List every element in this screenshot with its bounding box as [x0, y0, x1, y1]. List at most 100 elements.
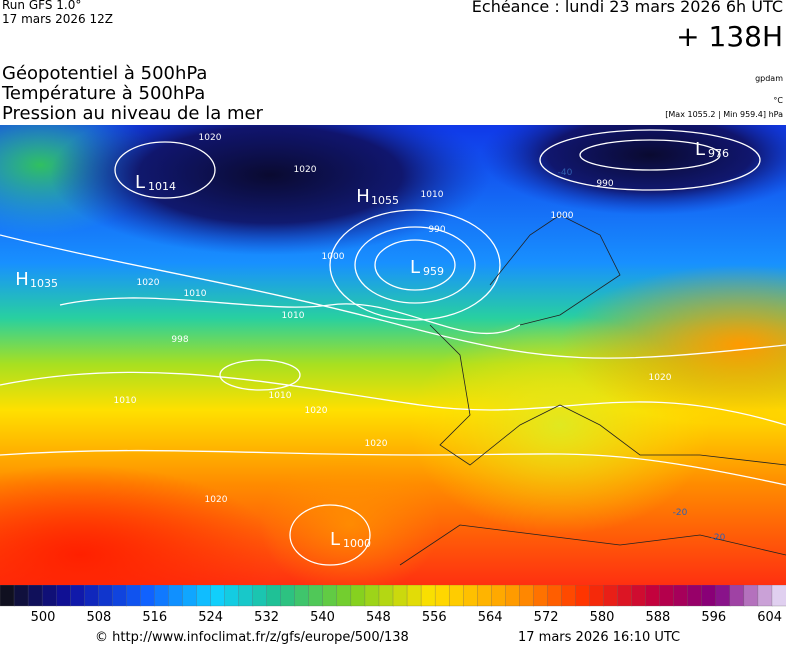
center-letter: L [410, 257, 420, 278]
colorbar-label: 516 [142, 610, 168, 625]
contour-label: 1010 [114, 396, 137, 406]
unit: [Max 1055.2 | Min 959.4] hPa [665, 110, 783, 119]
colorbar-swatch [13, 585, 29, 607]
colorbar-swatch [168, 585, 184, 607]
coastlines [399, 214, 786, 566]
run-date: 17 mars 2026 12Z [2, 12, 113, 26]
center-value: 1055 [371, 194, 399, 207]
run: Run GFS 1.0° [2, 0, 82, 12]
colorbar-swatch [631, 585, 647, 607]
colorbar-swatch [252, 585, 268, 607]
colorbar-swatch [491, 585, 506, 607]
colorbar-swatch [41, 585, 57, 607]
colorbar-swatch [448, 585, 464, 607]
contour-label: 1000 [322, 252, 345, 262]
colorbar-swatch [757, 585, 773, 607]
colorbar-swatch [224, 585, 240, 607]
colorbar-swatch [140, 585, 156, 607]
contour-label: 1020 [137, 278, 160, 288]
center-value: 976 [708, 147, 729, 160]
contour-label: 990 [596, 179, 613, 189]
generated: 17 mars 2026 16:10 UTC [518, 630, 681, 645]
center-value: 1014 [148, 180, 176, 193]
colorbar-swatch [701, 585, 717, 607]
colorbar [0, 585, 786, 607]
field: Géopotentiel à 500hPa [2, 63, 208, 84]
contour-label: 1010 [282, 311, 305, 321]
contour-label: 1020 [294, 165, 317, 175]
center-letter: L [330, 529, 340, 550]
lead-time: + 138H [676, 20, 783, 53]
colorbar-swatch [392, 585, 408, 607]
colorbar-swatch [364, 585, 380, 607]
colorbar-swatch [729, 585, 745, 607]
colorbar-swatch [406, 585, 422, 607]
center-letter: H [356, 186, 370, 207]
colorbar-swatch [659, 585, 675, 607]
colorbar-swatch [743, 585, 759, 607]
center-value: 1035 [30, 277, 58, 290]
colorbar-swatch [533, 585, 549, 607]
center-letter: L [695, 139, 705, 160]
colorbar-swatch [603, 585, 619, 607]
colorbar-swatch [336, 585, 352, 607]
colorbar-swatch [463, 585, 478, 607]
colorbar-swatch [771, 585, 786, 607]
contour-label: 998 [171, 335, 188, 345]
source: © http://www.infoclimat.fr/z/gfs/europe/… [95, 630, 409, 645]
temperature-label: -20 [711, 533, 726, 543]
colorbar-label: 604 [757, 610, 783, 625]
field: Température à 500hPa [2, 83, 206, 104]
colorbar-swatch [266, 585, 282, 607]
temperature-label: -40 [558, 168, 573, 178]
colorbar-label: 540 [310, 610, 335, 625]
colorbar-swatch [505, 585, 520, 607]
colorbar-swatch [575, 585, 591, 607]
colorbar-swatch [126, 585, 142, 607]
colorbar-swatch [589, 585, 605, 607]
contour-label: 1010 [421, 190, 444, 200]
colorbar-label: 564 [477, 610, 503, 625]
pressure-center: L 1000 [330, 529, 371, 550]
colorbar-swatch [84, 585, 99, 607]
contour-label: 1020 [205, 495, 228, 505]
colorbar-swatch [70, 585, 85, 607]
colorbar-swatch [434, 585, 450, 607]
unit: °C [773, 96, 783, 105]
colorbar-swatch [308, 585, 324, 607]
colorbar-swatch [154, 585, 170, 607]
colorbar-swatch [673, 585, 689, 607]
pressure-center: H 1055 [356, 186, 399, 207]
colorbar-swatch [547, 585, 563, 607]
colorbar-swatch [210, 585, 226, 607]
colorbar-label: 580 [589, 610, 615, 625]
colorbar-label: 524 [198, 610, 224, 625]
colorbar-swatch [280, 585, 296, 607]
colorbar-swatch [27, 585, 43, 607]
colorbar-swatch [238, 585, 254, 607]
colorbar-swatch [196, 585, 212, 607]
colorbar-label: 572 [533, 610, 559, 625]
colorbar-swatch [519, 585, 535, 607]
colorbar-swatch [420, 585, 436, 607]
contour-label: 1020 [199, 133, 222, 143]
colorbar-swatch [645, 585, 661, 607]
pressure-center: L 959 [410, 257, 444, 278]
colorbar-label: 532 [254, 610, 279, 625]
colorbar-swatch [182, 585, 198, 607]
temperature-label: -20 [673, 508, 688, 518]
valid-time: Echéance : lundi 23 mars 2026 6h UTC [471, 0, 783, 16]
colorbar-swatch [350, 585, 366, 607]
colorbar-swatch [55, 585, 71, 607]
colorbar-swatch [715, 585, 731, 607]
colorbar-label: 508 [86, 610, 112, 625]
contour-label: 1020 [305, 406, 328, 416]
contour-label: 1000 [551, 211, 574, 221]
colorbar-swatch [322, 585, 338, 607]
colorbar-label: 588 [645, 610, 671, 625]
field: Pression au niveau de la mer [2, 103, 263, 124]
pressure-center: L 1014 [135, 172, 176, 193]
center-letter: H [15, 269, 29, 290]
